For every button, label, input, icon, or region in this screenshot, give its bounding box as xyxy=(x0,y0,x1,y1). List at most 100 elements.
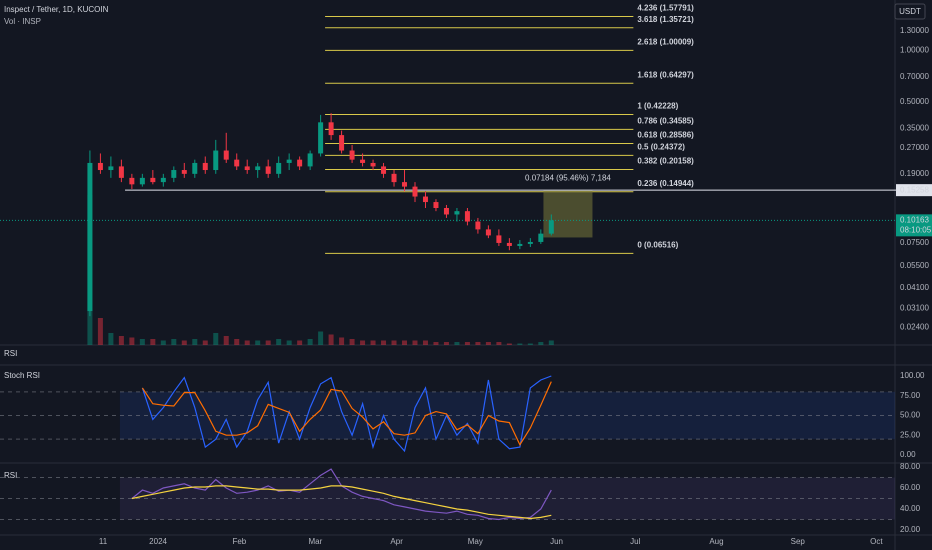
volume-bar xyxy=(307,339,313,345)
candle-body xyxy=(538,233,544,242)
candle-body xyxy=(370,162,376,167)
volume-bar xyxy=(286,340,292,345)
candle-body xyxy=(339,135,345,151)
volume-bar xyxy=(255,340,261,345)
volume-bar xyxy=(202,340,208,345)
volume-bar xyxy=(118,336,124,345)
x-tick-label: Jul xyxy=(630,537,640,546)
volume-bar xyxy=(548,340,554,345)
candle-body xyxy=(454,211,460,215)
x-tick-label: 11 xyxy=(99,537,108,546)
candle-body xyxy=(244,166,250,171)
x-tick-label: Apr xyxy=(390,537,403,546)
fib-label: 0.618 (0.28586) xyxy=(637,131,694,140)
measure-label: 0.07184 (95.46%) 7,184 xyxy=(525,173,611,182)
x-tick-label: Aug xyxy=(709,537,723,546)
currency[interactable]: USDT xyxy=(899,7,921,16)
price-label-box xyxy=(896,184,932,197)
x-tick-label: Sep xyxy=(791,537,806,546)
candle-body xyxy=(443,208,449,215)
candle-body xyxy=(108,166,114,171)
volume-bar xyxy=(139,339,145,345)
candle-body xyxy=(412,186,418,197)
candle-body xyxy=(150,177,156,183)
x-tick-label: Mar xyxy=(308,537,322,546)
volume-bar xyxy=(181,340,187,345)
volume-bar xyxy=(192,339,198,345)
y-tick-label: 25.00 xyxy=(900,430,921,439)
volume-bar xyxy=(129,337,135,345)
candle-body xyxy=(464,211,470,222)
fib-label: 3.618 (1.35721) xyxy=(637,15,694,24)
indicator-line xyxy=(131,485,552,520)
volume-bar xyxy=(454,342,460,345)
pane-title: RSI xyxy=(4,349,17,358)
candle-body xyxy=(391,173,397,183)
volume-bar xyxy=(223,336,229,345)
x-tick-label: Feb xyxy=(232,537,246,546)
volume-bar xyxy=(318,331,324,345)
currency-box[interactable] xyxy=(894,3,926,20)
indicator-line xyxy=(141,375,552,453)
y-tick-label: 0.50000 xyxy=(900,97,929,106)
candle-body xyxy=(381,166,387,174)
volume-bar xyxy=(360,340,366,345)
fib-label: 4.236 (1.57791) xyxy=(637,4,694,13)
volume-bar xyxy=(412,340,418,345)
candle-body xyxy=(255,166,261,171)
volume-bar xyxy=(328,334,334,345)
candle-body xyxy=(139,177,145,185)
symbol-title: Inspect / Tether, 1D, KUCOIN xyxy=(4,5,109,14)
candle-body xyxy=(433,202,439,209)
volume-bar xyxy=(485,342,491,345)
volume-bar xyxy=(402,340,408,345)
y-tick-label: 0.03100 xyxy=(900,304,929,313)
volume-bar xyxy=(422,340,428,345)
candle-body xyxy=(286,159,292,163)
candle-body xyxy=(118,166,124,178)
candle-body xyxy=(422,196,428,203)
y-tick-label: 0.05500 xyxy=(900,261,929,270)
volume-bar xyxy=(276,339,282,345)
volume-bar xyxy=(108,333,114,345)
candle-body xyxy=(202,162,208,171)
last-price-label: 0.10163 xyxy=(900,215,929,224)
volume-bar xyxy=(171,339,177,345)
volume-bar xyxy=(97,318,103,345)
x-tick-label: May xyxy=(468,537,483,546)
x-tick-label: Jun xyxy=(550,537,563,546)
volume-bar xyxy=(265,340,271,345)
candle-body xyxy=(318,122,324,154)
y-tick-label: 0.00 xyxy=(900,450,916,459)
y-tick-label: 50.00 xyxy=(900,411,921,420)
candle-body xyxy=(276,162,282,174)
volume-bar xyxy=(297,340,303,345)
pane-title: Stoch RSI xyxy=(4,371,40,380)
price-label: 0.15258 xyxy=(900,185,929,194)
fib-label: 2.618 (1.00009) xyxy=(637,38,694,47)
volume-bar xyxy=(339,337,345,345)
candle-body xyxy=(349,150,355,160)
candle-body xyxy=(360,159,366,163)
y-tick-label: 80.00 xyxy=(900,462,921,471)
volume-bar xyxy=(496,342,502,345)
volume-bar xyxy=(517,343,523,345)
volume-bar xyxy=(213,333,219,345)
volume-bar xyxy=(464,342,470,345)
candle-body xyxy=(129,177,135,185)
candle-body xyxy=(171,170,177,178)
fib-label: 0.236 (0.14944) xyxy=(637,179,694,188)
y-tick-label: 0.19000 xyxy=(900,169,929,178)
candle-body xyxy=(297,159,303,167)
volume-bar xyxy=(391,340,397,345)
y-tick-label: 0.70000 xyxy=(900,72,929,81)
fib-label: 0.5 (0.24372) xyxy=(637,142,685,151)
y-tick-label: 0.27000 xyxy=(900,143,929,152)
candle-body xyxy=(517,243,523,246)
volume-bar xyxy=(538,342,544,345)
volume-bar xyxy=(475,342,481,345)
candle-body xyxy=(213,150,219,171)
volume-title: Vol · INSP xyxy=(4,17,41,26)
candle-body xyxy=(181,170,187,174)
